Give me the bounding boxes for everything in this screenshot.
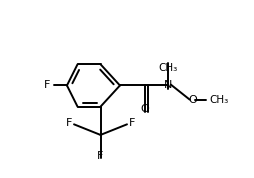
Text: CH₃: CH₃ bbox=[158, 62, 177, 72]
Text: F: F bbox=[66, 118, 72, 129]
Text: O: O bbox=[140, 104, 149, 114]
Text: F: F bbox=[97, 151, 104, 161]
Text: O: O bbox=[188, 95, 197, 105]
Text: CH₃: CH₃ bbox=[209, 95, 228, 105]
Text: F: F bbox=[129, 118, 135, 129]
Text: N: N bbox=[163, 80, 172, 90]
Text: F: F bbox=[44, 80, 50, 90]
